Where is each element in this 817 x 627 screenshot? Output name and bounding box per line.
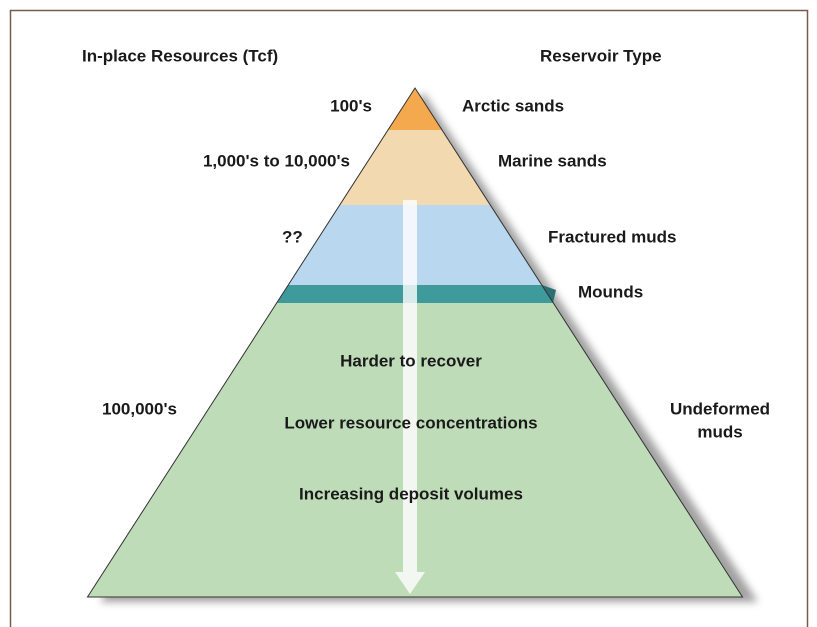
center-note: Harder to recover bbox=[340, 351, 482, 370]
center-note: Increasing deposit volumes bbox=[299, 484, 523, 503]
resource-label: 100's bbox=[330, 96, 372, 115]
reservoir-label: Mounds bbox=[578, 282, 643, 301]
resource-label: ?? bbox=[282, 227, 303, 246]
center-note: Lower resource concentrations bbox=[284, 413, 537, 432]
band-mounds-edge bbox=[542, 285, 556, 303]
pyramid-outline bbox=[86, 87, 744, 598]
down-arrow bbox=[395, 200, 425, 594]
reservoir-label: Arctic sands bbox=[462, 96, 564, 115]
band-arctic-sands bbox=[388, 88, 442, 130]
resource-label: 100,000's bbox=[102, 399, 177, 418]
header-left: In-place Resources (Tcf) bbox=[82, 46, 278, 65]
frame bbox=[9, 9, 809, 627]
reservoir-label: muds bbox=[697, 422, 742, 441]
reservoir-label: Fractured muds bbox=[548, 227, 676, 246]
header-right: Reservoir Type bbox=[540, 46, 662, 65]
reservoir-label: Undeformed bbox=[670, 399, 770, 418]
reservoir-label: Marine sands bbox=[498, 151, 607, 170]
resource-label: 1,000's to 10,000's bbox=[203, 151, 350, 170]
band-marine-sands bbox=[339, 130, 491, 205]
